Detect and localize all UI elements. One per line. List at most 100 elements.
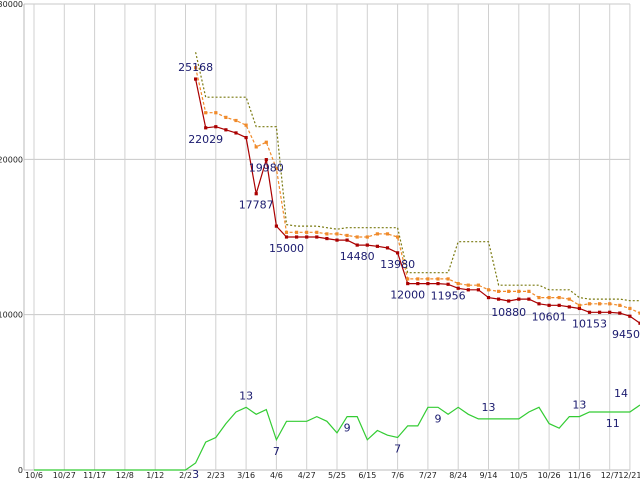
data-label: 9: [435, 412, 442, 425]
data-label: 13980: [380, 258, 415, 271]
series-line-2: [195, 52, 640, 302]
data-label: 12000: [390, 289, 425, 302]
series-point-1: [325, 232, 329, 236]
series-point-0: [305, 235, 309, 239]
series-point-0: [436, 282, 440, 286]
x-tick-label: 11/16: [568, 471, 591, 480]
series-point-1: [305, 230, 309, 234]
series-point-0: [426, 282, 430, 286]
series-point-0: [608, 310, 612, 314]
y-axis: 0 10000 20000 30000: [0, 0, 23, 475]
series-point-1: [385, 232, 390, 236]
series-point-1: [547, 295, 551, 300]
x-tick-label: 7/6: [391, 471, 404, 480]
series-point-0: [527, 297, 531, 301]
series-point-0: [355, 243, 359, 247]
series-point-0: [284, 235, 289, 239]
series-point-1: [618, 303, 622, 307]
series-point-0: [598, 310, 602, 314]
series-point-1: [476, 283, 480, 287]
data-label: 9: [344, 422, 351, 435]
data-label: 17787: [239, 199, 274, 212]
series-point-0: [517, 297, 521, 301]
x-tick-label: 12/7: [601, 471, 619, 480]
x-tick-label: 2/2: [179, 471, 192, 480]
series-point-1: [214, 111, 218, 115]
series-point-0: [254, 192, 258, 196]
series-point-1: [486, 288, 491, 292]
data-label: 11956: [431, 289, 466, 302]
x-tick-label: 12/21: [618, 471, 640, 480]
series-point-0: [325, 236, 329, 241]
series-point-0: [466, 288, 470, 292]
series-point-0: [446, 282, 450, 286]
y-tick-label: 30000: [0, 0, 23, 9]
x-tick-label: 12/8: [116, 471, 134, 480]
x-tick-label: 4/27: [298, 471, 316, 480]
x-tick-label: 10/5: [510, 471, 528, 480]
series-point-0: [547, 303, 551, 307]
series-point-0: [264, 158, 268, 162]
series-point-0: [618, 311, 622, 315]
y-tick-label: 0: [18, 466, 23, 475]
series-point-1: [628, 306, 632, 311]
series-point-1: [264, 140, 268, 144]
series-point-1: [466, 283, 470, 287]
data-label: 13: [482, 401, 496, 414]
series-point-1: [497, 289, 501, 293]
data-label: 19980: [249, 162, 284, 175]
series-point-0: [385, 246, 390, 250]
series-point-1: [295, 230, 299, 234]
series-point-0: [476, 288, 480, 292]
x-tick-label: 9/14: [480, 471, 498, 480]
series-point-0: [335, 238, 339, 242]
series-point-0: [224, 128, 228, 132]
series-point-1: [426, 277, 430, 281]
data-label: 9450: [612, 328, 640, 341]
x-tick-label: 1/12: [146, 471, 164, 480]
series-point-1: [456, 282, 460, 286]
series-point-1: [608, 302, 612, 306]
series-lines: [34, 52, 640, 471]
data-label: 7: [394, 443, 401, 456]
series-point-1: [315, 230, 319, 234]
series-point-1: [244, 123, 248, 127]
series-point-1: [406, 277, 410, 281]
series-point-1: [335, 232, 339, 236]
series-point-1: [224, 115, 228, 119]
series-point-1: [234, 118, 238, 123]
x-tick-label: 5/25: [328, 471, 346, 480]
series-point-0: [537, 302, 541, 306]
data-label: 11: [606, 417, 620, 430]
series-point-0: [345, 238, 349, 242]
data-label: 13: [572, 399, 586, 412]
data-label: 10880: [491, 306, 526, 319]
data-label: 25168: [178, 61, 213, 74]
x-tick-label: 10/26: [538, 471, 561, 480]
x-tick-label: 7/27: [419, 471, 437, 480]
x-tick-label: 3/16: [237, 471, 255, 480]
series-point-1: [365, 235, 369, 239]
series-point-0: [628, 314, 632, 318]
series-point-1: [204, 111, 208, 115]
series-point-0: [204, 126, 208, 130]
series-point-0: [375, 244, 379, 248]
series-point-0: [315, 235, 319, 239]
series-point-0: [365, 243, 369, 247]
series-point-1: [355, 235, 359, 239]
series-point-1: [436, 277, 440, 281]
y-tick-label: 20000: [0, 155, 23, 164]
y-tick-label: 10000: [0, 311, 23, 320]
series-point-1: [345, 233, 349, 238]
x-tick-label: 8/24: [449, 471, 467, 480]
series-point-0: [295, 235, 299, 239]
data-label: 14480: [340, 250, 375, 263]
series-point-1: [274, 167, 278, 171]
data-label: 14: [614, 387, 628, 400]
series-point-0: [497, 297, 501, 301]
data-label: 13: [239, 389, 253, 402]
series-point-1: [194, 66, 198, 70]
series-point-1: [557, 295, 561, 300]
series-point-0: [194, 77, 198, 81]
